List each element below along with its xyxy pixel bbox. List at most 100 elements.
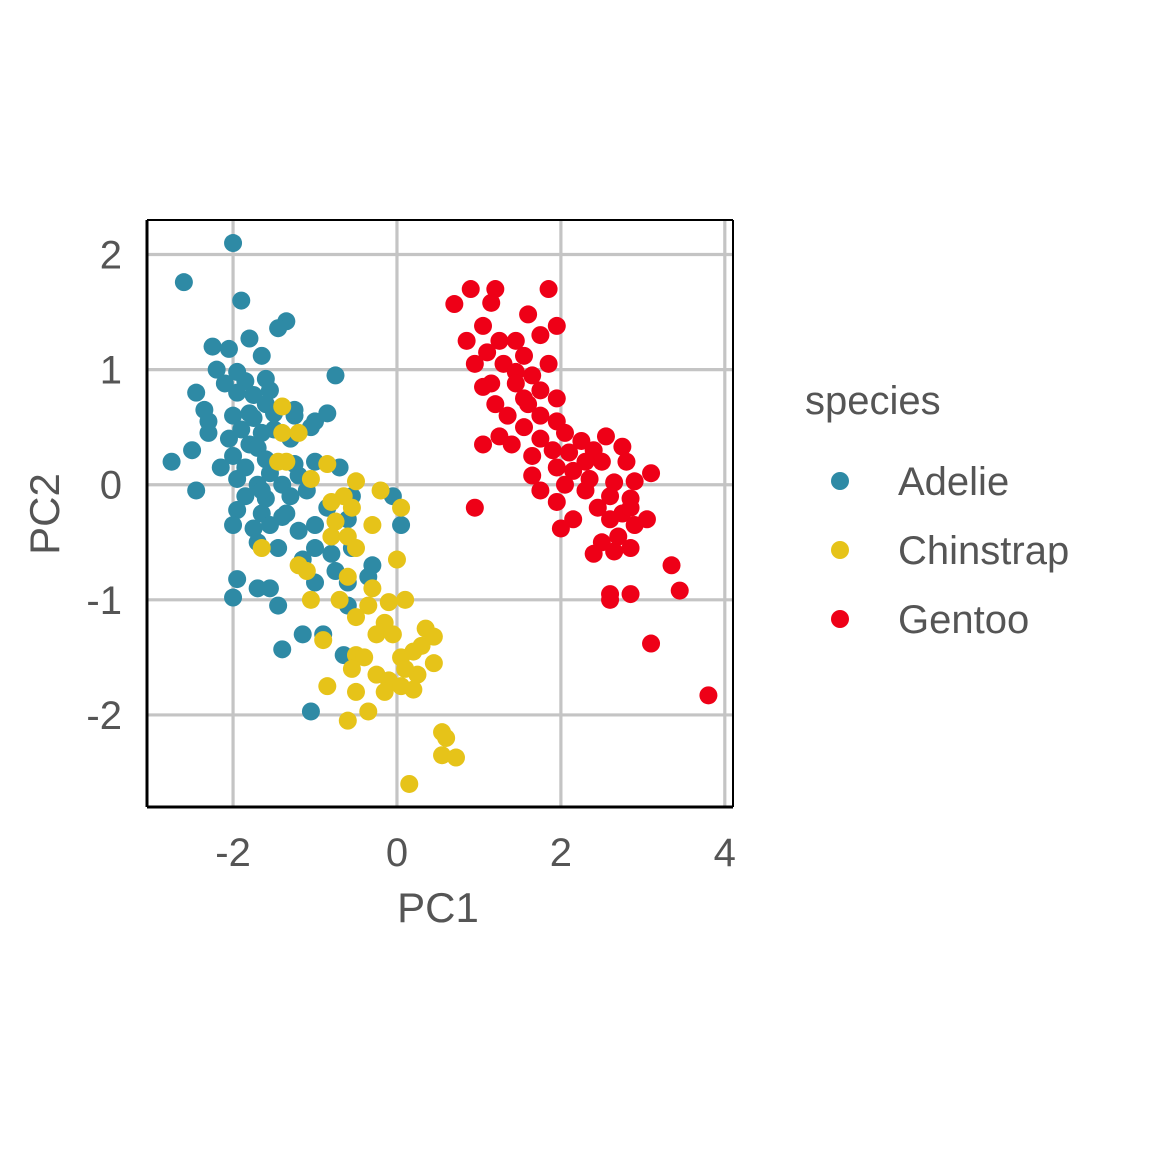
point-chinstrap: [424, 654, 443, 673]
point-chinstrap: [346, 608, 365, 627]
point-gentoo: [461, 280, 480, 299]
point-chinstrap: [396, 659, 415, 678]
point-chinstrap: [363, 516, 382, 535]
point-gentoo: [445, 295, 464, 314]
point-gentoo: [474, 435, 493, 454]
point-chinstrap: [326, 512, 345, 531]
legend-label-adelie: Adelie: [898, 460, 1009, 504]
point-adelie: [162, 452, 181, 471]
point-adelie: [301, 702, 320, 721]
point-adelie: [281, 487, 300, 506]
point-gentoo: [551, 519, 570, 538]
point-gentoo: [506, 374, 525, 393]
legend-key-gentoo: [831, 610, 849, 628]
legend-key-adelie: [831, 472, 849, 490]
point-adelie: [392, 516, 411, 535]
point-chinstrap: [346, 539, 365, 558]
point-adelie: [322, 544, 341, 563]
point-gentoo: [584, 544, 603, 563]
point-adelie: [260, 516, 279, 535]
point-chinstrap: [346, 682, 365, 701]
point-adelie: [306, 539, 325, 558]
point-adelie: [289, 521, 308, 540]
point-gentoo: [613, 437, 632, 456]
point-adelie: [228, 501, 247, 520]
y-tick-label: -1: [86, 579, 122, 623]
point-chinstrap: [359, 596, 378, 615]
point-adelie: [211, 458, 230, 477]
point-adelie: [224, 588, 243, 607]
x-tick-label: 4: [714, 831, 736, 875]
axes: [145, 219, 734, 809]
point-adelie: [326, 366, 345, 385]
point-gentoo: [592, 452, 611, 471]
y-tick-label: 2: [100, 234, 122, 278]
point-adelie: [293, 625, 312, 644]
point-adelie: [236, 487, 255, 506]
x-tick-label: -2: [215, 831, 251, 875]
point-chinstrap: [387, 550, 406, 569]
point-chinstrap: [437, 728, 456, 747]
point-chinstrap: [383, 625, 402, 644]
y-tick-label: 0: [100, 464, 122, 508]
point-gentoo: [474, 316, 493, 335]
point-chinstrap: [359, 702, 378, 721]
point-chinstrap: [338, 567, 357, 586]
legend-title: species: [805, 379, 941, 423]
point-adelie: [232, 420, 251, 439]
point-gentoo: [572, 431, 591, 450]
point-gentoo: [531, 381, 550, 400]
point-chinstrap: [346, 472, 365, 491]
point-chinstrap: [318, 677, 337, 696]
point-adelie: [187, 383, 206, 402]
point-chinstrap: [375, 682, 394, 701]
legend-key-chinstrap: [831, 541, 849, 559]
point-adelie: [240, 404, 259, 423]
x-axis-title: PC1: [397, 884, 479, 931]
point-adelie: [224, 446, 243, 465]
point-adelie: [273, 640, 292, 659]
point-chinstrap: [322, 527, 341, 546]
point-gentoo: [601, 487, 620, 506]
point-gentoo: [515, 346, 534, 365]
point-chinstrap: [392, 498, 411, 517]
point-adelie: [174, 273, 193, 292]
point-chinstrap: [363, 579, 382, 598]
legend-label-chinstrap: Chinstrap: [898, 529, 1069, 573]
point-chinstrap: [252, 539, 271, 558]
point-gentoo: [519, 395, 538, 414]
tick-labels: -2 0 2 4 2 1 0 -1 -2: [86, 234, 736, 875]
point-gentoo: [560, 443, 579, 462]
point-adelie: [224, 516, 243, 535]
point-adelie: [228, 383, 247, 402]
point-chinstrap: [371, 481, 390, 500]
point-gentoo: [539, 280, 558, 299]
point-gentoo: [605, 473, 624, 492]
x-tick-label: 0: [386, 831, 408, 875]
point-gentoo: [515, 418, 534, 437]
point-chinstrap: [379, 593, 398, 612]
point-adelie: [244, 385, 263, 404]
point-gentoo: [523, 366, 542, 385]
point-gentoo: [621, 539, 640, 558]
point-gentoo: [547, 316, 566, 335]
point-gentoo: [465, 354, 484, 373]
point-gentoo: [588, 498, 607, 517]
point-gentoo: [547, 492, 566, 511]
point-gentoo: [498, 406, 517, 425]
point-gentoo: [465, 498, 484, 517]
point-chinstrap: [446, 748, 465, 767]
point-adelie: [252, 346, 271, 365]
point-adelie: [232, 291, 251, 310]
point-adelie: [228, 469, 247, 488]
point-chinstrap: [367, 625, 386, 644]
point-gentoo: [490, 331, 509, 350]
point-gentoo: [543, 441, 562, 460]
point-gentoo: [564, 510, 583, 529]
point-gentoo: [576, 452, 595, 471]
point-gentoo: [662, 556, 681, 575]
point-adelie: [203, 337, 222, 356]
point-gentoo: [596, 427, 615, 446]
point-chinstrap: [342, 659, 361, 678]
point-gentoo: [457, 331, 476, 350]
